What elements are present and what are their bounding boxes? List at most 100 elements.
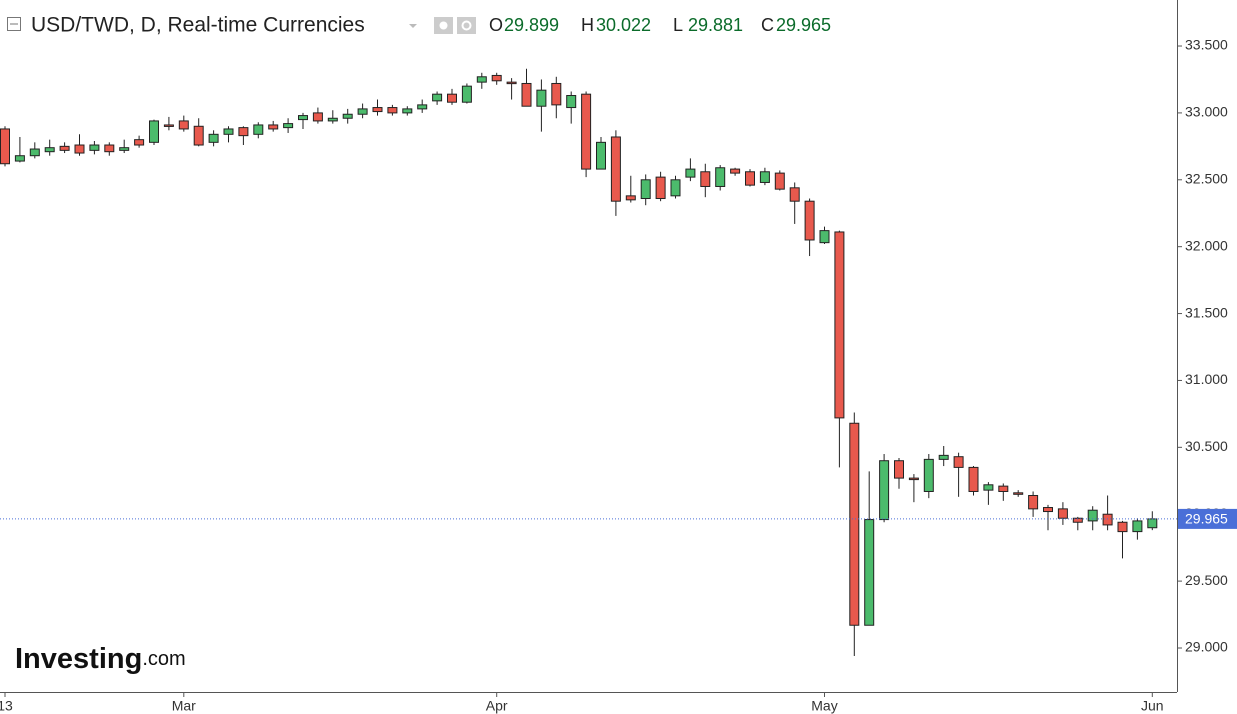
- candle-body: [491, 74, 502, 82]
- candle-body: [74, 144, 85, 154]
- candle-body: [89, 144, 100, 151]
- candle-body: [566, 95, 577, 109]
- candle-body: [387, 107, 398, 114]
- candle-body: [551, 82, 562, 106]
- candle-body: [745, 171, 755, 186]
- candle-body: [625, 195, 636, 201]
- candle-body: [953, 456, 964, 468]
- candle-body: [908, 477, 919, 481]
- candle-body: [715, 167, 726, 187]
- candle-body: [1102, 513, 1113, 526]
- y-tick-label: 31.000: [1185, 371, 1228, 387]
- ohlc-value: 29.881: [688, 15, 743, 35]
- candle-body: [834, 231, 845, 419]
- candle-body: [774, 172, 785, 190]
- candle-body: [238, 127, 249, 137]
- candle-body: [417, 104, 428, 110]
- candle-body: [506, 81, 517, 85]
- candle-body: [1147, 518, 1158, 529]
- candle-body: [59, 145, 70, 151]
- candle-body: [372, 107, 383, 113]
- candle-body: [894, 460, 904, 479]
- candle-body: [14, 155, 25, 162]
- y-tick-label: 30.500: [1185, 438, 1228, 454]
- candle-body: [819, 230, 830, 244]
- watermark-brand: Investing: [15, 643, 142, 675]
- candle-body: [521, 82, 532, 107]
- ohlc-label: H: [581, 15, 594, 35]
- candle-body: [968, 466, 979, 492]
- candle-body: [342, 113, 353, 119]
- candle-body: [938, 454, 949, 460]
- candle-body: [670, 179, 681, 197]
- candle-body: [536, 89, 547, 107]
- candle-body: [223, 128, 234, 135]
- ohlc-label: L: [673, 15, 683, 35]
- candle-body: [432, 93, 443, 102]
- candle-body: [461, 85, 472, 103]
- candle-body: [402, 108, 413, 114]
- candle-body: [864, 519, 875, 626]
- candle-body: [208, 133, 219, 143]
- candle-body: [849, 422, 860, 626]
- candle-body: [700, 171, 711, 187]
- x-tick-label: Jun: [1141, 698, 1164, 714]
- candle-body: [447, 93, 457, 103]
- candle-body: [1117, 521, 1128, 533]
- candle-body: [804, 200, 815, 241]
- last-price-label: 29.965: [1185, 511, 1228, 527]
- legend-header: USD/TWD, D, Real-time Currencies O 29.899…: [7, 14, 831, 37]
- candle-body: [983, 484, 994, 491]
- candle-body: [104, 144, 115, 153]
- candle-body: [1072, 517, 1083, 523]
- y-tick-label: 29.000: [1185, 639, 1228, 655]
- y-tick-label: 33.500: [1185, 37, 1228, 53]
- x-tick-label: Apr: [486, 698, 508, 714]
- settings-icon[interactable]: [457, 17, 476, 34]
- candle-body: [998, 485, 1009, 492]
- y-tick-label: 31.500: [1185, 304, 1228, 320]
- x-tick-label: 13: [0, 698, 13, 714]
- candle-body: [1028, 494, 1039, 510]
- candle-body: [730, 168, 741, 174]
- candle-body: [923, 458, 934, 492]
- candle-body: [119, 147, 130, 151]
- candle-body: [759, 171, 770, 183]
- candle-body: [685, 168, 696, 178]
- candle-body: [581, 93, 592, 170]
- candle-body: [640, 179, 651, 200]
- candle-body: [1057, 508, 1068, 519]
- dropdown-arrow[interactable]: [409, 24, 417, 28]
- ohlc-value: 29.965: [776, 15, 831, 35]
- candle-body: [134, 139, 145, 146]
- candle-body: [253, 124, 264, 135]
- candle-body: [655, 176, 666, 200]
- candle-body: [178, 120, 189, 130]
- y-tick-label: 32.500: [1185, 170, 1228, 186]
- candle-body: [283, 123, 294, 129]
- candle-body: [268, 124, 279, 130]
- candle-body: [789, 187, 800, 202]
- candle-body: [327, 117, 338, 122]
- candle-body: [596, 141, 606, 170]
- candle-body: [1132, 520, 1143, 533]
- candle-body: [44, 147, 55, 153]
- ohlc-value: 29.899: [504, 15, 559, 35]
- candle-body: [163, 124, 174, 127]
- candle-body: [879, 460, 890, 521]
- candle-body: [610, 136, 621, 202]
- watermark: Investing.com: [15, 643, 186, 675]
- y-tick-label: 29.500: [1185, 572, 1228, 588]
- watermark-suffix: .com: [142, 648, 185, 670]
- last-price-badge: [1178, 508, 1237, 529]
- y-tick-label: 32.000: [1185, 237, 1228, 253]
- candle-body: [1043, 507, 1053, 513]
- candle-body: [357, 108, 368, 115]
- ohlc-label: C: [761, 15, 774, 35]
- x-tick-label: May: [811, 698, 837, 714]
- candle-body: [312, 112, 323, 122]
- chart-title: USD/TWD, D, Real-time Currencies: [31, 14, 365, 37]
- x-tick-label: Mar: [172, 698, 196, 714]
